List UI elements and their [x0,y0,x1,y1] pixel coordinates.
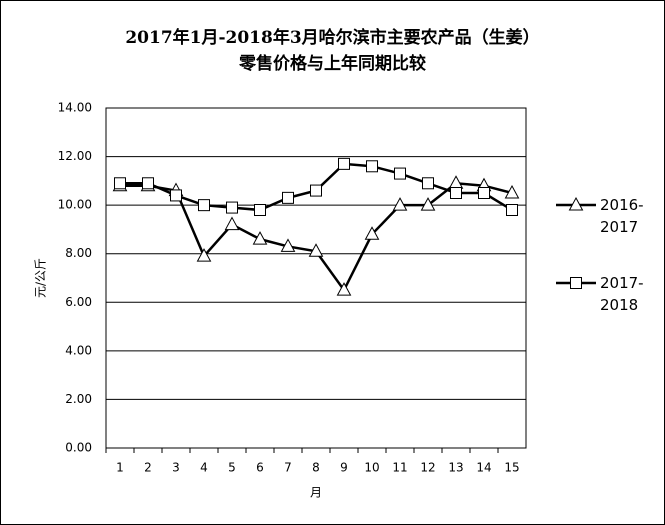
marker [420,197,436,211]
marker [142,177,154,190]
chart-title: 2017年1月-2018年3月哈尔滨市主要农产品（生姜） [125,28,540,48]
marker [366,160,378,173]
marker [450,187,462,199]
marker [196,248,212,262]
marker [478,187,490,199]
marker [280,238,296,252]
y-tick-label: 2.00 [65,392,92,406]
legend-label: 2017-2018 [600,274,644,314]
chart-title: 零售价格与上年同期比较 [239,54,426,74]
y-tick-label: 6.00 [65,295,92,309]
x-tick-label: 3 [172,461,180,475]
y-tick-label: 12.00 [58,149,92,163]
marker [282,191,294,204]
y-tick-label: 14.00 [58,101,92,115]
legend-label: 2016-2017 [600,196,644,236]
marker [254,204,266,216]
marker [506,204,518,216]
x-tick-label: 13 [448,461,463,475]
x-tick-label: 10 [364,461,379,475]
y-tick-label: 4.00 [65,343,92,357]
x-tick-label: 5 [228,461,236,475]
marker [308,243,324,257]
y-tick-label: 8.00 [65,246,92,260]
marker [170,189,182,202]
marker [392,197,408,211]
x-axis-label: 月 [310,486,322,500]
marker [252,231,268,245]
x-tick-label: 12 [420,461,435,475]
x-tick-label: 4 [200,461,208,475]
marker [394,167,406,180]
y-tick-label: 10.00 [58,198,92,212]
y-axis-label: 元/公斤 [34,258,48,298]
marker [336,282,352,296]
y-tick-label: 0.00 [65,441,92,455]
marker [448,175,464,189]
plot-border [105,107,527,449]
x-tick-label: 8 [312,461,320,475]
marker [224,216,240,231]
marker [198,199,210,212]
x-tick-label: 15 [504,461,519,475]
marker [310,184,322,197]
marker [504,184,520,199]
x-tick-label: 9 [340,461,348,475]
marker [364,226,380,240]
legend-marker [568,196,584,211]
x-tick-label: 2 [144,461,152,475]
marker [422,177,434,190]
x-tick-label: 11 [392,461,407,475]
legend-marker [570,277,582,289]
x-tick-label: 1 [116,461,124,475]
x-tick-label: 7 [284,461,292,475]
marker [338,157,350,170]
marker [114,177,126,190]
marker [226,201,238,214]
x-tick-label: 6 [256,461,264,475]
x-tick-label: 14 [476,461,491,475]
